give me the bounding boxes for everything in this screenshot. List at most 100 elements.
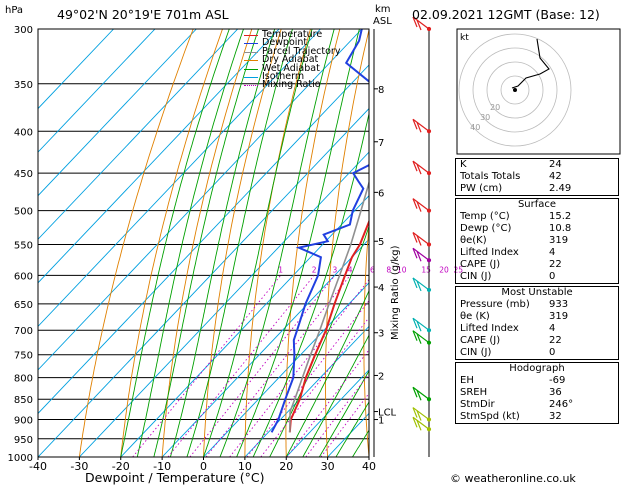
legend-swatch [244, 60, 258, 62]
mu-value: 0 [549, 347, 556, 358]
pressure-tick-label: 400 [14, 127, 33, 138]
wind-barb-icon [412, 16, 432, 32]
hodograph-ring-label: 20 [490, 103, 500, 112]
isotherm-line [161, 238, 369, 457]
indices-panel: K 24 Totals Totals 42 PW (cm) 2.49 Surface … [455, 158, 619, 426]
isotherm-line [38, 29, 280, 284]
surface-value: 15.2 [549, 211, 572, 222]
x-tick-label: 20 [279, 460, 293, 473]
hodo-value: 36 [549, 387, 562, 398]
km-tick-label: LCL [378, 408, 397, 419]
legend-item: Isotherm [244, 70, 340, 82]
x-tick-label: -40 [29, 460, 47, 473]
mixing-ratio-line [305, 373, 369, 457]
mu-value: 319 [549, 311, 569, 322]
dry-adiabat-line [285, 29, 341, 457]
surface-label: Lifted Index [460, 247, 519, 258]
hodo-row: StmDir 246° [456, 399, 618, 411]
mu-value: 22 [549, 335, 562, 346]
hodo-value: 246° [549, 399, 574, 410]
wet-adiabat-line [285, 289, 369, 457]
pressure-tick-label: 850 [14, 395, 33, 406]
isotherm-line [38, 29, 239, 240]
hodograph-ring-label: 40 [470, 123, 480, 132]
mu-row: θe (K) 319 [456, 311, 618, 323]
pressure-tick-label: 950 [14, 435, 33, 446]
isotherm-line [203, 282, 369, 457]
legend-label: Wet Adiabat [262, 62, 320, 74]
km-tick-label: 4 [378, 283, 384, 294]
mixing-ratio-label: 10 [397, 265, 407, 274]
wet-adiabat-line [335, 401, 369, 457]
pressure-tick-label: 550 [14, 240, 33, 251]
surface-value: 0 [549, 271, 556, 282]
hodo-label: StmDir [460, 399, 495, 410]
dry-adiabat-line [161, 29, 253, 457]
most-unstable-box: Most Unstable Pressure (mb) 933 θe (K) 319… [455, 286, 619, 360]
surface-row: Dewp (°C) 10.8 [456, 223, 618, 235]
x-axis-title: Dewpoint / Temperature (°C) [85, 470, 265, 485]
mixing-ratio-label: 20 [439, 265, 449, 274]
hodo-label: StmSpd (kt) [460, 411, 520, 422]
wet-adiabat-line [120, 29, 230, 457]
surface-value: 4 [549, 247, 556, 258]
pressure-tick-label: 650 [14, 300, 33, 311]
pressure-tick-label: 800 [14, 374, 33, 385]
mixing-ratio-line [205, 275, 351, 457]
isotherm-line [38, 29, 156, 153]
legend-label: Isotherm [262, 70, 305, 82]
dry-adiabat-line [78, 29, 194, 457]
index-value: 2.49 [549, 183, 572, 194]
wind-barb-icon [412, 407, 432, 422]
index-row: K 24 [456, 159, 618, 171]
surface-title: Surface [517, 199, 557, 210]
surface-row: Lifted Index 4 [456, 247, 618, 259]
pressure-tick-label: 500 [14, 207, 33, 218]
surface-box: Surface Temp (°C) 15.2 Dewp (°C) 10.8 θe(K… [455, 198, 619, 284]
wet-adiabat-line [203, 29, 313, 457]
surface-label: Temp (°C) [460, 211, 510, 222]
wet-adiabat-line [169, 29, 276, 457]
wind-barb-icon [412, 118, 432, 134]
wet-adiabat-line [269, 225, 369, 457]
mixing-ratio-line [167, 275, 315, 457]
mu-value: 933 [549, 299, 569, 310]
wet-adiabat-line [252, 111, 369, 457]
dry-adiabat-line [203, 29, 282, 457]
hpa-label: hPa [5, 5, 24, 16]
most-unstable-title: Most Unstable [501, 287, 573, 298]
legend-swatch [244, 85, 258, 87]
index-label: K [460, 159, 467, 170]
mu-label: Pressure (mb) [460, 299, 530, 310]
hodograph-origin [513, 88, 517, 92]
parcel-trajectory-line [289, 179, 369, 433]
legend-swatch [244, 68, 258, 70]
datetime-title: 02.09.2021 12GMT (Base: 12) [412, 7, 600, 22]
legend-item: Parcel Trajectory [244, 47, 340, 56]
wet-adiabat-line [318, 370, 369, 457]
isotherm-line [38, 29, 114, 110]
surface-value: 10.8 [549, 223, 572, 234]
pressure-tick-label: 700 [14, 326, 33, 337]
legend-item: Wet Adiabat [244, 62, 340, 74]
wind-barb-icon [412, 247, 432, 263]
dry-adiabat-line [244, 29, 311, 457]
surface-label: CIN (J) [460, 271, 492, 282]
mixing-ratio-label: 2 [312, 265, 317, 274]
mu-label: CIN (J) [460, 347, 492, 358]
km-tick-label: 2 [378, 371, 384, 382]
legend-label: Dewpoint [262, 37, 308, 49]
asl-label: ASL [373, 16, 392, 27]
hodo-value: -69 [549, 375, 566, 386]
legend-swatch [244, 35, 258, 36]
mu-label: CAPE (J) [460, 335, 501, 346]
legend-item: Dry Adiabat [244, 55, 340, 64]
km-tick-label: 8 [378, 85, 384, 96]
x-tick-label: 10 [238, 460, 252, 473]
mixing-ratio-line [189, 275, 336, 457]
isotherm-line [38, 29, 197, 197]
wind-barb-icon [412, 317, 432, 333]
hodograph-stats-title: Hodograph [509, 363, 565, 374]
mu-row: CAPE (J) 22 [456, 335, 618, 347]
hodo-value: 32 [549, 411, 562, 422]
